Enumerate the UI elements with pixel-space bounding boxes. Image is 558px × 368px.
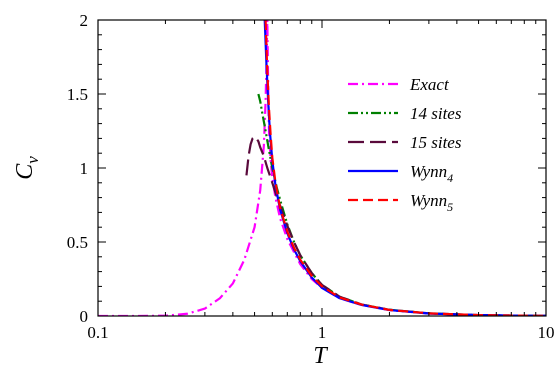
legend-label-name: Wynn	[410, 162, 447, 181]
ticks-layer	[97, 19, 546, 317]
legend-label-name: Exact	[409, 75, 450, 94]
y-tick-label: 1.5	[67, 85, 88, 104]
y-tick-label: 0.5	[67, 233, 88, 252]
series-line-4	[264, 20, 546, 316]
legend-label-name: 14 sites	[410, 104, 462, 123]
y-tick-label: 1	[80, 159, 89, 178]
legend-label-3: Wynn4	[410, 162, 453, 185]
series-line-3	[263, 20, 546, 316]
legend-label-0: Exact	[409, 75, 450, 94]
series-line-1	[257, 93, 546, 316]
y-axis-title-main: C	[12, 163, 38, 180]
series-line-0	[98, 20, 546, 316]
legend-label-1: 14 sites	[410, 104, 462, 123]
x-axis-title: T	[313, 343, 328, 368]
y-axis-title-sub: v	[23, 156, 42, 164]
legend-label-sub: 4	[447, 171, 453, 185]
legend-label-sub: 5	[447, 200, 453, 214]
x-tick-label: 1	[318, 323, 327, 342]
series-line-2	[245, 135, 546, 316]
x-tick-label: 0.1	[87, 323, 108, 342]
legend-label-name: Wynn	[410, 191, 447, 210]
legend-label-2: 15 sites	[410, 133, 462, 152]
series-layer	[98, 20, 546, 316]
y-tick-label: 2	[80, 11, 89, 30]
tick-labels-layer: 0.1 1 10 0 0.5 1 1.5 2	[67, 11, 555, 342]
plot-frame	[97, 19, 547, 317]
legend-label-4: Wynn5	[410, 191, 453, 214]
y-axis-title: Cv	[12, 156, 42, 180]
legend-label-name: 15 sites	[410, 133, 462, 152]
y-tick-label: 0	[80, 307, 89, 326]
x-tick-label: 10	[538, 323, 555, 342]
